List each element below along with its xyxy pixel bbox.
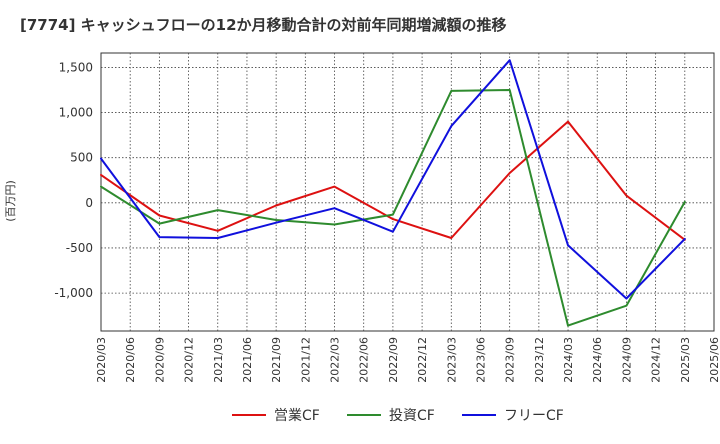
legend-label: フリーCF	[504, 408, 564, 424]
x-tick-label: 2024/12	[650, 337, 663, 383]
x-tick-label: 2020/12	[183, 337, 196, 383]
legend: 営業CF 投資CF フリーCF	[232, 408, 564, 424]
x-tick-label: 2024/09	[620, 337, 633, 383]
y-tick-label: 1,000	[59, 106, 93, 120]
x-tick-label: 2023/12	[533, 337, 546, 383]
x-tick-label: 2020/06	[124, 337, 137, 383]
grid	[100, 52, 715, 332]
x-tick-label: 2020/09	[153, 337, 166, 383]
y-axis-label: (百万円)	[4, 180, 17, 222]
y-tick-label: 1,500	[59, 60, 93, 74]
legend-item-investing-cf: 投資CF	[347, 408, 435, 424]
series-lines	[100, 59, 686, 327]
axes: -1,000 -500 0 500 1,000 1,500 2020/03 2020/06 20…	[54, 60, 720, 382]
x-tick-label: 2025/03	[679, 337, 692, 383]
x-tick-label: 2023/06	[474, 337, 487, 383]
legend-item-operating-cf: 営業CF	[232, 408, 320, 424]
x-tick-label: 2023/03	[445, 337, 458, 383]
y-tick-label: -500	[66, 241, 93, 255]
series-line-investing-cf	[100, 89, 686, 327]
x-tick-label: 2022/09	[387, 337, 400, 383]
x-tick-label: 2022/12	[416, 337, 429, 383]
legend-item-free-cf: フリーCF	[462, 408, 564, 424]
x-tick-label: 2024/03	[562, 337, 575, 383]
y-tick-label: 0	[85, 196, 93, 210]
legend-label: 投資CF	[389, 408, 435, 424]
chart-title: [7774] キャッシュフローの12か月移動合計の対前年同期増減額の推移	[20, 16, 507, 34]
x-tick-label: 2021/06	[241, 337, 254, 383]
x-tick-label: 2022/06	[358, 337, 371, 383]
y-tick-label: -1,000	[54, 286, 93, 300]
x-tick-label: 2021/09	[270, 337, 283, 383]
plot-frame	[100, 52, 715, 332]
x-tick-label: 2021/12	[299, 337, 312, 383]
x-tick-label: 2024/06	[591, 337, 604, 383]
x-tick-label: 2025/06	[708, 337, 720, 383]
legend-label: 営業CF	[274, 408, 320, 424]
x-tick-label: 2020/03	[95, 337, 108, 383]
y-tick-label: 500	[70, 151, 93, 165]
x-tick-label: 2022/03	[329, 337, 342, 383]
series-line-free-cf	[100, 59, 686, 300]
x-tick-label: 2021/03	[212, 337, 225, 383]
series-line-operating-cf	[100, 120, 686, 241]
x-tick-label: 2023/09	[504, 337, 517, 383]
